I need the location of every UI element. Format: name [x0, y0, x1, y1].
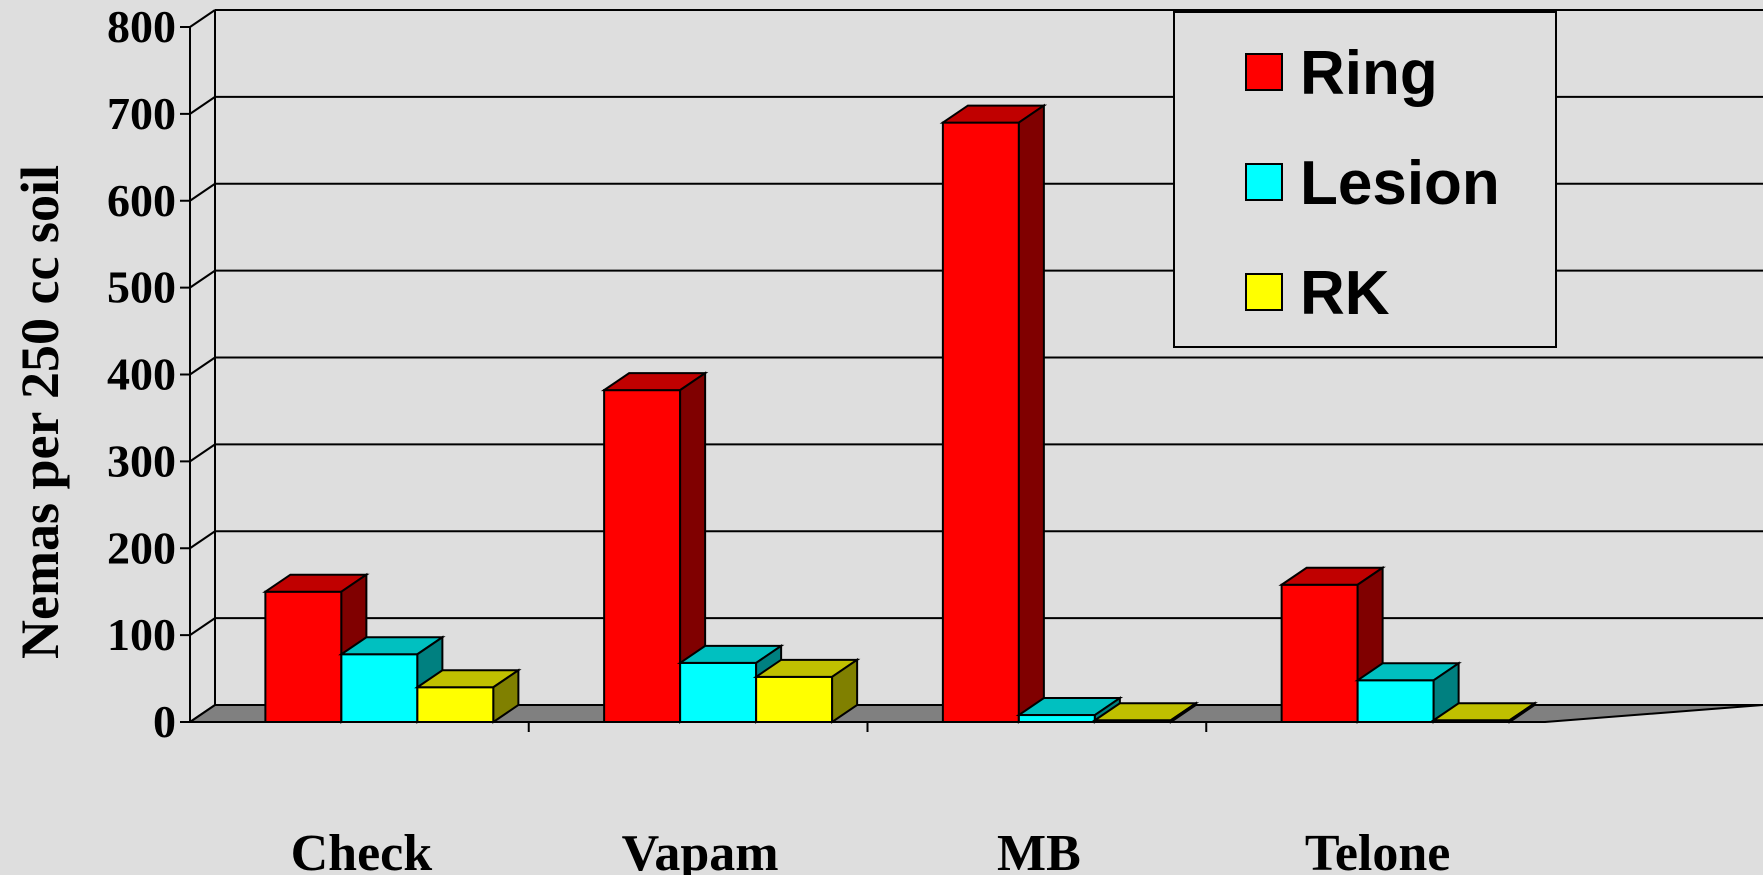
y-tick-label: 200: [107, 522, 176, 573]
bar-front: [941, 121, 1020, 723]
y-tick-label: 0: [153, 696, 176, 747]
y-tick-label: 700: [107, 88, 176, 139]
legend: Ring Lesion RK: [1173, 11, 1557, 348]
y-tick-label: 500: [107, 262, 176, 313]
gridline-side: [189, 269, 216, 289]
bar-rk: [752, 657, 861, 724]
y-tick-label: 300: [107, 435, 176, 486]
bar-ring: [1278, 565, 1386, 724]
bar-front: [1280, 583, 1359, 723]
bar-side: [831, 657, 859, 724]
category-label: Vapam: [622, 825, 779, 875]
y-tick-label: 400: [107, 349, 176, 400]
legend-label: Lesion: [1300, 149, 1500, 218]
bar-ring: [939, 103, 1048, 724]
bar-side: [1508, 701, 1536, 724]
bar-front: [1017, 714, 1096, 723]
gridline-side: [189, 9, 216, 28]
bar-rk: [1091, 701, 1200, 724]
legend-label: RK: [1300, 259, 1390, 328]
bar-side: [492, 668, 520, 724]
bar-rk: [1430, 701, 1538, 724]
gridline-side: [189, 96, 216, 115]
bar-front: [603, 389, 682, 723]
legend-box: [1173, 11, 1557, 348]
gridline-side: [189, 182, 216, 202]
legend-swatch: [1245, 163, 1283, 201]
gridline-side: [189, 356, 216, 376]
y-tick-label: 800: [107, 1, 176, 52]
y-tick-label: 100: [107, 609, 176, 660]
bar-ring: [600, 371, 709, 724]
gridline-side: [189, 443, 216, 463]
category-label: MB: [997, 825, 1081, 875]
bars: [262, 103, 1538, 724]
y-axis-title: Nemas per 250 cc soil: [10, 165, 70, 659]
legend-swatch: [1245, 273, 1283, 311]
y-tick-labels: 0 100 200 300 400 500 600 700 800: [107, 1, 176, 747]
gridline-side: [189, 617, 216, 636]
bar-front: [755, 675, 834, 724]
bar-side: [1017, 103, 1045, 724]
y-tick-label: 600: [107, 175, 176, 226]
category-label: Telone: [1305, 825, 1450, 875]
bar-rk: [414, 668, 522, 724]
category-label: Check: [291, 825, 433, 875]
bar-side: [1169, 701, 1197, 724]
gridline-side: [189, 530, 216, 550]
legend-swatch: [1245, 53, 1283, 91]
bar-front: [264, 590, 343, 723]
category-labels: Check Vapam MB Telone: [291, 825, 1451, 875]
bar-front: [416, 686, 495, 723]
bar-front: [340, 653, 419, 723]
legend-label: Ring: [1300, 39, 1438, 108]
bar-front: [1356, 679, 1435, 723]
bar-front: [679, 661, 758, 723]
